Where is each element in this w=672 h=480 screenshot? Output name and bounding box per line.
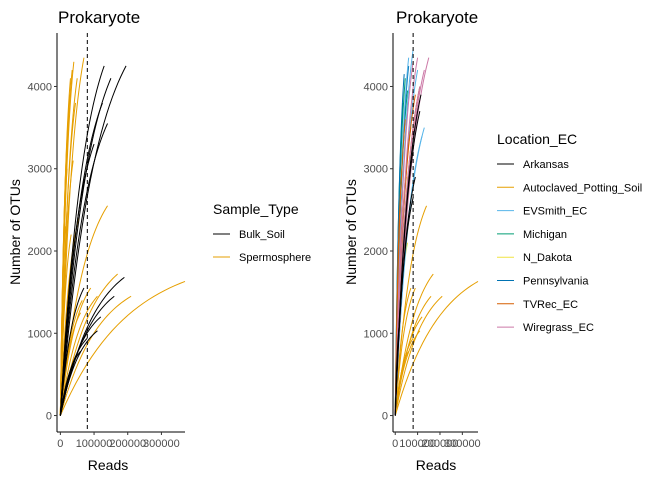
legend: Sample_Type Bulk_Soil Spermosphere [213,201,311,264]
y-tick-label: 0 [46,411,52,423]
curves-layer [394,49,479,416]
curve-spermosphere [59,295,132,416]
y-tick-label: 2000 [28,246,52,258]
chart-title: Prokaryote [396,8,478,27]
x-tick-label: 200000 [109,438,146,450]
curve-spermosphere [59,57,85,416]
curve-bulk-soil [59,65,105,416]
x-tick-label: 0 [57,438,63,450]
legend-title: Sample_Type [213,201,299,217]
legend-label: Autoclaved_Potting_Soil [523,182,642,194]
curve-wiregrass-ec [394,57,419,416]
curve-bulk-soil [59,65,127,416]
curve-autoclaved-potting-soil [394,281,479,416]
y-tick-label: 3000 [28,164,52,176]
legend-label: Michigan [523,229,567,241]
legend-label: Bulk_Soil [239,229,285,241]
y-tick-label: 1000 [364,328,388,340]
x-tick-label: 200000 [422,438,459,450]
x-tick-label: 0 [392,438,398,450]
curve-bulk-soil [59,276,125,416]
x-tick-label: 300000 [143,438,180,450]
curve-autoclaved-potting-soil [394,295,443,416]
curve-spermosphere [59,280,186,416]
panel-sample-type: Prokaryote 0 1000 2000 3000 4000 0 1000002000… [7,8,311,473]
y-tick-label: 4000 [28,81,52,93]
x-tick-label: 100000 [399,438,436,450]
legend-title: Location_EC [497,131,577,147]
curve-wiregrass-ec [394,61,414,416]
y-tick-label: 0 [382,411,388,423]
curve-bulk-soil [59,78,112,416]
y-axis-title: Number of OTUs [7,179,23,285]
chart-title: Prokaryote [58,8,140,27]
curves-layer [59,57,186,416]
y-tick-label: 1000 [28,328,52,340]
curve-spermosphere [59,61,75,416]
curve-spermosphere [59,287,92,416]
curve-spermosphere [59,78,78,416]
legend-label: EVSmith_EC [523,206,587,218]
curve-autoclaved-potting-soil [394,273,434,416]
y-axis-title: Number of OTUs [343,179,359,285]
curve-autoclaved-potting-soil [394,205,428,416]
legend-label: TVRec_EC [523,299,578,311]
curve-arkansas [394,94,422,416]
y-ticks: 0 1000 2000 3000 4000 [28,81,57,423]
curve-bulk-soil [59,337,88,416]
legend-label: Wiregrass_EC [523,322,594,334]
curve-spermosphere [59,205,108,416]
curve-spermosphere [59,295,98,416]
x-tick-label: 300000 [444,438,481,450]
x-axis-title: Reads [416,457,456,473]
y-tick-label: 4000 [364,81,388,93]
legend-label: Spermosphere [239,252,311,264]
legend-label: Arkansas [523,159,569,171]
curve-bulk-soil [59,102,103,416]
x-axis-title: Reads [88,457,128,473]
x-tick-label: 100000 [76,438,113,450]
y-ticks: 0 1000 2000 3000 4000 [364,81,393,423]
curve-tvrec-ec [394,119,406,416]
legend-label: N_Dakota [523,252,573,264]
legend-label: Pennsylvania [523,276,589,288]
y-tick-label: 3000 [364,164,388,176]
curve-bulk-soil [59,123,108,416]
y-tick-label: 2000 [364,246,388,258]
legend: Location_EC Arkansas Autoclaved_Potting_S… [497,131,642,334]
